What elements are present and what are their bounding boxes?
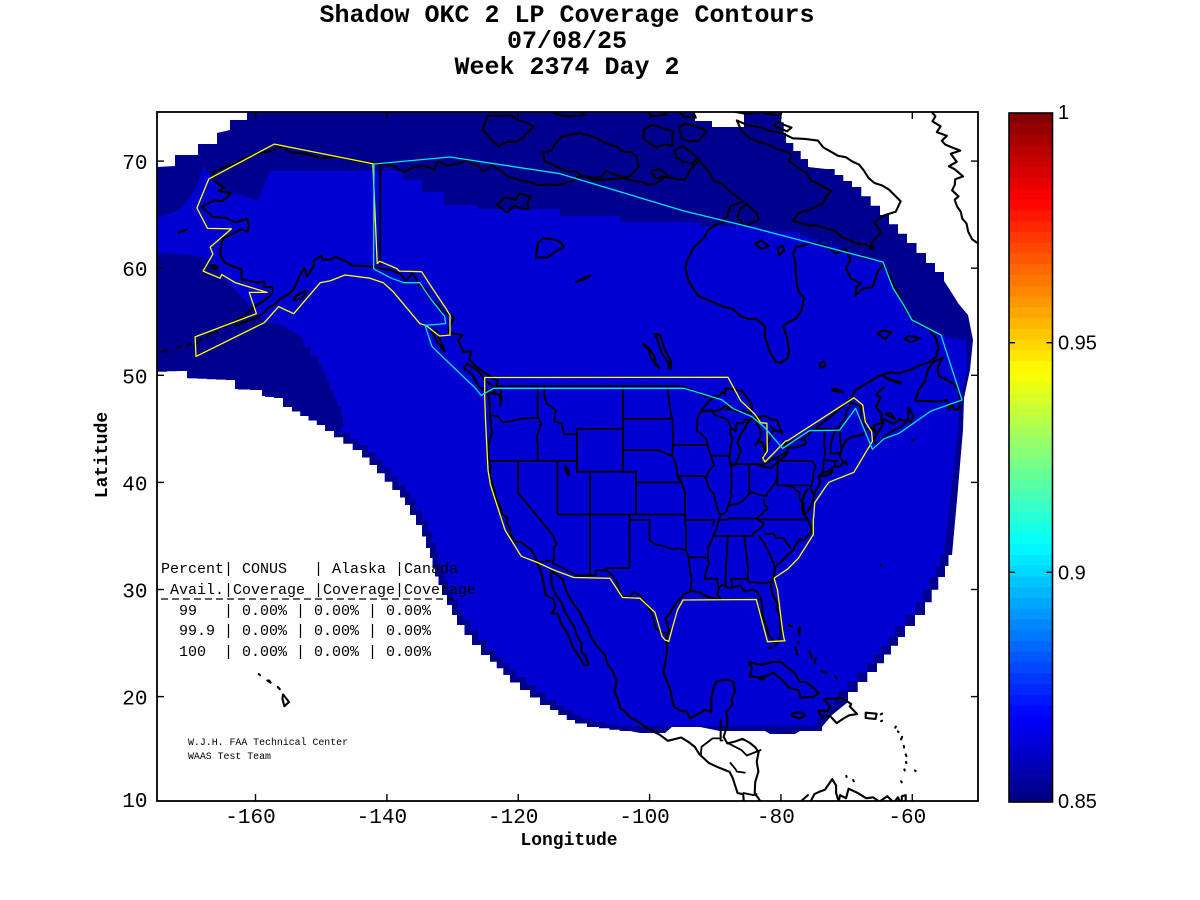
svg-text:40: 40 [122,474,147,497]
svg-text:-100: -100 [619,807,669,830]
svg-text:Week 2374 Day 2: Week 2374 Day 2 [454,53,679,82]
svg-text:Percent| CONUS | Alaska |Can: Percent| CONUS | Alaska |Canada [161,561,458,578]
svg-text:07/08/25: 07/08/25 [507,27,627,56]
svg-text:20: 20 [122,689,147,712]
svg-text:W.J.H. FAA Technical Center: W.J.H. FAA Technical Center [188,737,348,748]
svg-text:-120: -120 [488,807,538,830]
svg-text:WAAS Test Team: WAAS Test Team [188,751,271,762]
svg-text:0.85: 0.85 [1058,791,1097,813]
svg-text:Latitude: Latitude [93,412,113,498]
svg-text:Shadow OKC 2 LP Coverage Conto: Shadow OKC 2 LP Coverage Contours [319,1,814,30]
svg-text:60: 60 [122,260,147,283]
svg-text:99.9 | 0.00% | 0.00% | 0.00%: 99.9 | 0.00% | 0.00% | 0.00% [161,623,432,640]
svg-text:Avail.|Coverage |Coverage|Cove: Avail.|Coverage |Coverage|Coverage [161,582,476,599]
svg-text:0.9: 0.9 [1058,562,1086,584]
svg-text:-160: -160 [225,807,275,830]
svg-text:50: 50 [122,367,147,390]
svg-text:99 | 0.00% | 0.00% | 0.00%: 99 | 0.00% | 0.00% | 0.00% [161,603,432,620]
svg-text:30: 30 [122,582,147,605]
svg-text:100 | 0.00% | 0.00% | 0.00%: 100 | 0.00% | 0.00% | 0.00% [161,644,432,661]
svg-text:-140: -140 [357,807,407,830]
svg-text:-80: -80 [757,807,795,830]
svg-text:0.95: 0.95 [1058,333,1097,355]
svg-text:1: 1 [1058,102,1069,124]
svg-text:-60: -60 [888,807,926,830]
svg-text:Longitude: Longitude [520,831,617,851]
svg-text:70: 70 [122,153,147,176]
svg-text:10: 10 [122,791,147,814]
